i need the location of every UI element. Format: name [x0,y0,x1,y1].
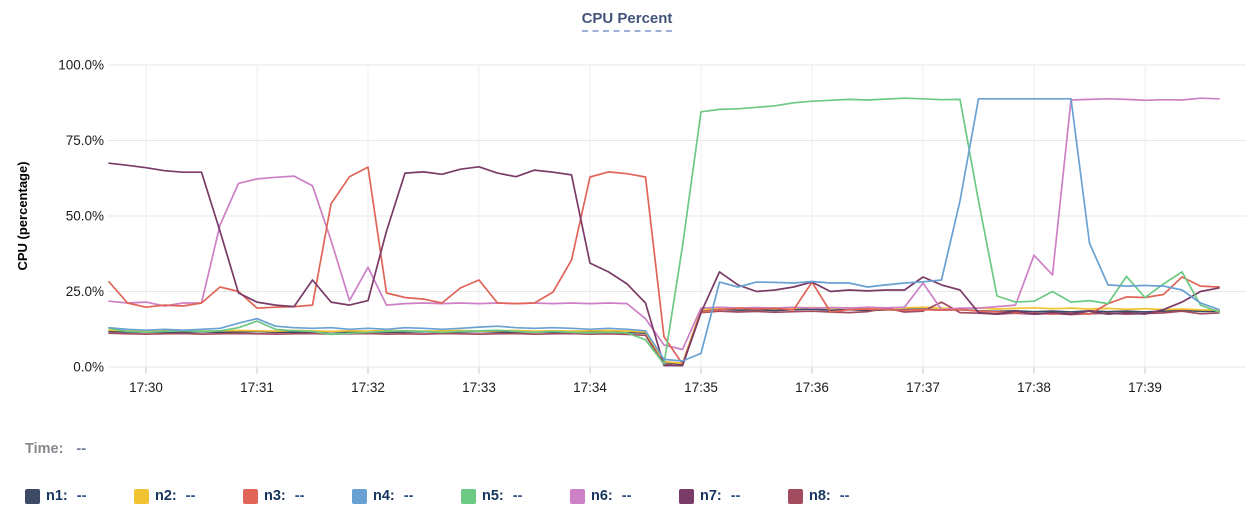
series-line-n7 [108,162,1220,367]
y-tick-label: 100.0% [58,58,104,73]
n5-swatch-icon [461,488,476,504]
x-tick-label: 17:36 [795,380,829,395]
series-line-n5 [108,97,1220,365]
x-tick-label: 17:39 [1128,380,1162,395]
legend-item-n8[interactable]: n8: -- [788,488,865,504]
x-tick-label: 17:37 [906,380,940,395]
n8-swatch-icon [788,488,803,504]
time-readout: Time: -- [25,441,86,457]
legend-item-n6[interactable]: n6: -- [570,488,647,504]
n8-label: n8: [809,488,831,504]
legend-item-n3[interactable]: n3: -- [243,488,320,504]
y-tick-label: 0.0% [73,360,104,375]
n2-value: -- [185,488,196,504]
n4-swatch-icon [352,488,367,504]
series-line-n6 [108,97,1220,351]
legend-item-n4[interactable]: n4: -- [352,488,429,504]
series-line-n4 [108,97,1220,362]
n6-label: n6: [591,488,613,504]
n7-swatch-icon [679,488,694,504]
n5-value: -- [512,488,523,504]
x-tick-label: 17:38 [1017,380,1051,395]
n7-value: -- [730,488,741,504]
n2-swatch-icon [134,488,149,504]
legend-item-n7[interactable]: n7: -- [679,488,756,504]
legend-item-n2[interactable]: n2: -- [134,488,211,504]
y-tick-label: 50.0% [66,209,104,224]
n6-swatch-icon [570,488,585,504]
x-tick-label: 17:32 [351,380,385,395]
chart-title: CPU Percent [581,10,673,32]
y-axis-title: CPU (percentage) [15,161,30,270]
n2-label: n2: [155,488,177,504]
x-tick-label: 17:35 [684,380,718,395]
time-label: Time: [25,441,64,457]
legend-item-n5[interactable]: n5: -- [461,488,538,504]
n3-swatch-icon [243,488,258,504]
x-tick-label: 17:31 [240,380,274,395]
n4-value: -- [403,488,414,504]
x-tick-label: 17:34 [573,380,607,395]
n4-label: n4: [373,488,395,504]
y-tick-label: 25.0% [66,284,104,299]
time-value: -- [76,441,87,457]
n1-value: -- [76,488,87,504]
n3-value: -- [294,488,305,504]
n1-label: n1: [46,488,68,504]
y-tick-label: 75.0% [66,133,104,148]
cpu-chart: 100.0% 75.0% 50.0% 25.0% 0.0% 17:30 17:31 17:32… [15,58,1246,395]
n3-label: n3: [264,488,286,504]
n7-label: n7: [700,488,722,504]
legend-item-n1[interactable]: n1: -- [25,488,102,504]
n6-value: -- [621,488,632,504]
n8-value: -- [839,488,850,504]
legend: n1: -- n2: -- n3: -- n4: -- n5: -- n6: -- n7: -- n8: -- [25,488,865,504]
x-tick-label: 17:33 [462,380,496,395]
x-tick-label: 17:30 [129,380,163,395]
n5-label: n5: [482,488,504,504]
chart-title-row: CPU Percent [0,10,1254,32]
n1-swatch-icon [25,488,40,504]
